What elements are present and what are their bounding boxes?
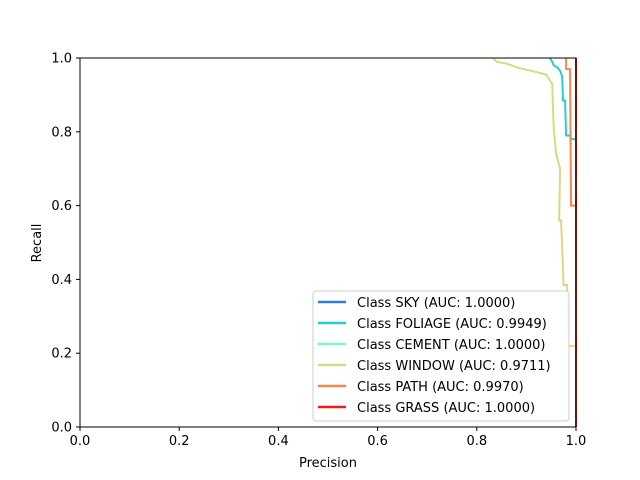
legend-label-4: Class WINDOW (AUC: 0.9711) (357, 359, 551, 374)
legend-label-6: Class GRASS (AUC: 1.0000) (357, 401, 535, 416)
legend-label-1: Class SKY (AUC: 1.0000) (357, 296, 515, 311)
y-tick-label: 0.6 (51, 199, 72, 214)
x-tick-label: 0.0 (70, 434, 91, 449)
axes: 0.0 0.2 0.4 0.6 0.8 1.0 0.0 0.2 0.4 0.6 0.8 1.0 (51, 52, 586, 450)
x-axis-label: Precision (299, 456, 357, 471)
legend-label-3: Class CEMENT (AUC: 1.0000) (357, 338, 545, 353)
legend: Class SKY (AUC: 1.0000) Class FOLIAGE (AU… (312, 290, 570, 422)
x-tick-label: 0.4 (268, 434, 289, 449)
y-axis-label: Recall (30, 224, 45, 263)
axes-frame (79, 57, 577, 428)
y-tick-label: 0.8 (51, 125, 72, 140)
y-tick-label: 0.4 (51, 273, 72, 288)
y-tick-label: 1.0 (51, 52, 72, 67)
x-tick-label: 0.2 (169, 434, 190, 449)
y-tick-label: 0.2 (51, 347, 72, 362)
legend-label-2: Class FOLIAGE (AUC: 0.9949) (357, 317, 547, 332)
y-tick-label: 0.0 (51, 421, 72, 436)
legend-label-5: Class PATH (AUC: 0.9970) (357, 380, 524, 395)
x-tick-label: 0.6 (367, 434, 388, 449)
x-tick-label: 1.0 (566, 434, 587, 449)
x-tick-label: 0.8 (466, 434, 487, 449)
legend-box (312, 290, 570, 422)
